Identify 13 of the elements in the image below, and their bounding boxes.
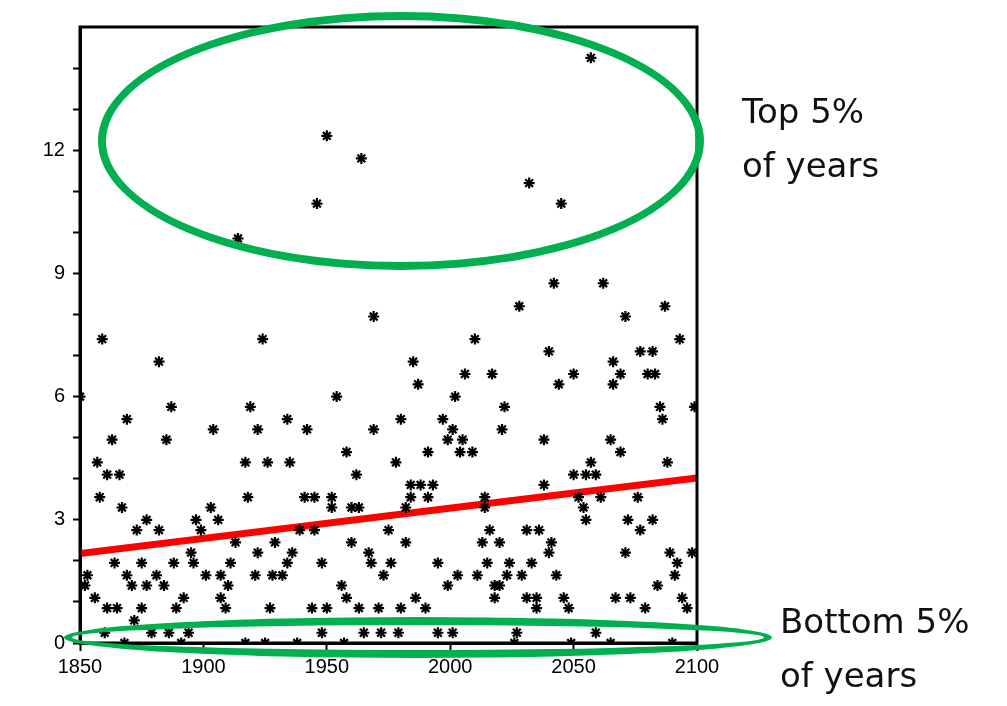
- text: Bottom 5% of years: [780, 600, 971, 697]
- x-tick-label: 2000: [427, 654, 473, 677]
- y-tick-label: 12: [42, 137, 65, 160]
- x-tick-label: 1850: [57, 654, 103, 677]
- x-tick-label: 2050: [551, 654, 596, 677]
- y-tick-label: 3: [53, 507, 65, 530]
- y-tick-label: 9: [53, 260, 65, 283]
- x-tick-label: 2100: [674, 654, 720, 677]
- x-tick-label: 1900: [181, 654, 226, 677]
- text: Top 5% of years: [742, 90, 881, 187]
- x-tick-label: 1950: [304, 654, 350, 677]
- y-tick-label: 6: [53, 384, 65, 407]
- y-tick-label: 0: [53, 630, 65, 653]
